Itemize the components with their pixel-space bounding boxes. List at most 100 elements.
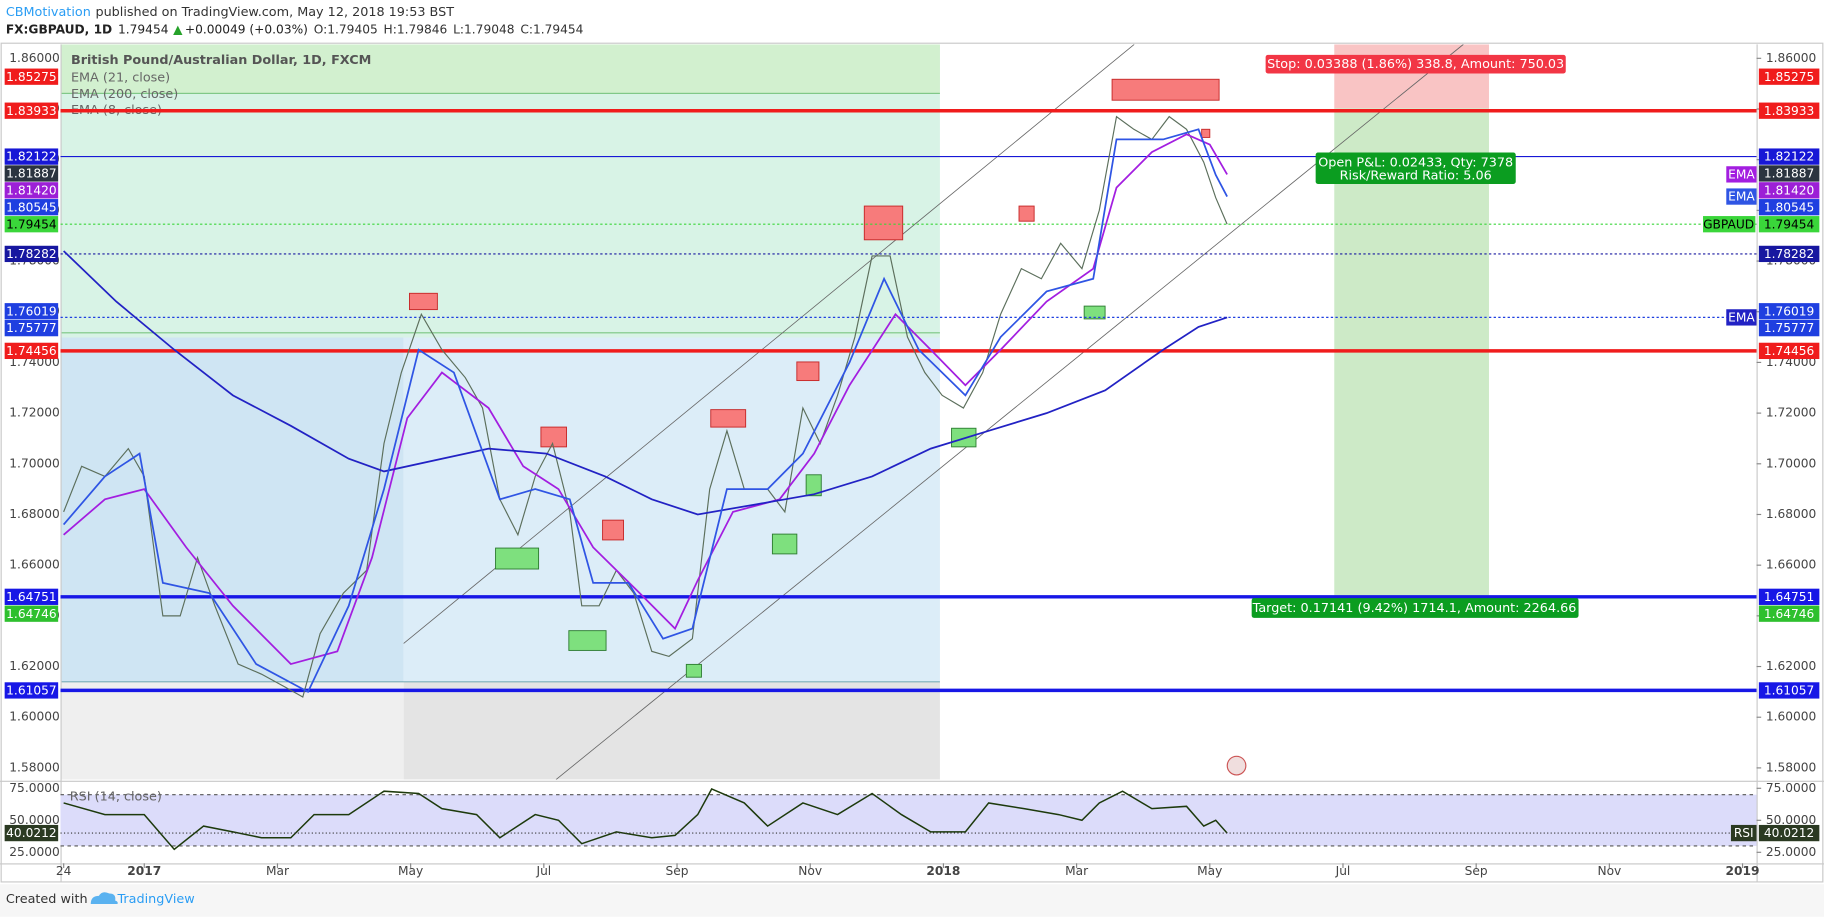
price-tag: 1.83933 [1764,104,1814,118]
price-tag: 1.64751 [1764,590,1814,604]
x-tick-label: 24 [56,864,72,878]
rsi-tick-label: 75.0000 [9,781,59,795]
chart-title: British Pound/Australian Dollar, 1D, FXC… [71,53,371,68]
price-tag-box [4,102,59,119]
right-axis-border [1756,44,1758,882]
x-tick-label: 2017 [127,864,161,878]
brand[interactable]: TradingView [116,892,194,907]
channel-line [403,44,1135,644]
chart-frame [0,42,1824,883]
box [1083,305,1106,320]
y-tick-label: 1.62000 [1766,659,1816,673]
price-tag-box [1758,68,1820,85]
header-line: CBMotivation published on TradingView.com… [6,4,454,19]
x-tick-label: Nov [798,864,822,878]
box [602,519,624,541]
price-tag: 1.85275 [1764,70,1814,84]
rsi-legend: RSI (14, close) [70,790,162,805]
price-tag: 1.64751 [6,590,56,604]
price-tag: 1.75777 [6,321,56,335]
series-line [63,115,1228,698]
pane-divider [0,780,1824,782]
y-tick-label: 1.72000 [1766,406,1816,420]
series-tag: EMA [1728,190,1755,204]
price-tag: 1.64746 [6,607,56,621]
resistance-boxes [409,78,1220,541]
event-icon[interactable] [1226,755,1247,776]
price-tag: 1.79454 [1764,217,1815,231]
series-tag: EMA [1728,167,1755,181]
x-tick-label: Jul [535,864,551,878]
price-tag: 1.80545 [1764,200,1814,214]
channel-line [555,44,1464,780]
last-price: 1.79454 [118,22,169,36]
price-tag: 1.81887 [6,167,56,181]
box [805,474,822,497]
price-tag-box [4,342,59,360]
ohlc: L:1.79048 [453,22,514,36]
price-tag-box [1758,682,1820,699]
price-tag-box [1758,605,1820,622]
footer-background [0,884,1824,917]
rsi-line [63,788,1228,851]
y-tick-label: 1.60000 [9,710,59,724]
box [540,426,567,448]
y-tick-label: 1.58000 [9,760,59,774]
price-tag-box [4,682,59,699]
pnl-label-box [1315,152,1516,184]
price-tag-box [1758,165,1820,182]
series-tag-box [1726,309,1757,326]
stop-label: Stop: 0.03388 (1.86%) 338.8, Amount: 750… [1267,57,1564,72]
price-tag: 1.78282 [6,247,56,261]
x-tick-label: May [1197,864,1222,878]
price-tag: 1.80545 [6,200,56,214]
y-tick-label: 1.86000 [1766,51,1816,65]
box [710,409,747,428]
rsi-tick-label: 25.0000 [1766,845,1816,859]
author[interactable]: CBMotivation [6,4,91,19]
stop-label-box [1265,54,1566,74]
box [1201,128,1211,138]
x-tick-label: Sep [666,864,689,878]
box [495,547,540,570]
y-tick-label: 1.86000 [9,51,59,65]
price-tag: 1.79454 [6,217,57,231]
rsi-tag-box [1758,824,1820,842]
x-tick-label: Mar [1065,864,1089,878]
zone [60,681,404,780]
price-tag: 1.61057 [1764,684,1814,698]
x-tick-label: Nov [1597,864,1621,878]
rsi-value: 40.0212 [6,826,56,840]
price-tag: 1.83933 [6,104,56,118]
box [568,630,607,651]
series-tag: GBPAUD [1703,217,1754,231]
y-tick-label: 1.68000 [1766,507,1816,521]
price-tag: 1.81887 [1764,167,1814,181]
y-tick-label: 1.66000 [9,558,59,572]
rsi-value: 40.0212 [1764,826,1814,840]
price-tag-box [4,68,59,85]
legend-entry[interactable]: EMA (200, close) [71,87,178,102]
price-tag-box [4,605,59,622]
zone [60,44,940,94]
legend-entry[interactable]: EMA (21, close) [71,71,170,86]
brand-logo[interactable] [90,892,118,905]
x-tick-label: Jul [1335,864,1351,878]
x-tick-label: Sep [1465,864,1488,878]
price-tag: 1.82122 [6,150,56,164]
y-tick-label: 1.68000 [9,507,59,521]
series-line [62,128,1228,694]
price-tag: 1.78282 [1764,247,1814,261]
y-tick-label: 1.70000 [1766,456,1816,470]
price-tag-box [1758,303,1820,320]
series-tag-box [1703,216,1756,233]
rsi-tag-box [1730,824,1757,842]
arrow: ▲ [173,22,183,36]
left-axis-border [60,44,62,882]
price-tag-box [1758,199,1820,216]
rsi-tag-box [4,824,59,842]
y-tick-label: 1.62000 [9,659,59,673]
series-tag: EMA [1728,310,1755,324]
price-tag: 1.85275 [6,70,56,84]
price-tag: 1.61057 [6,684,56,698]
